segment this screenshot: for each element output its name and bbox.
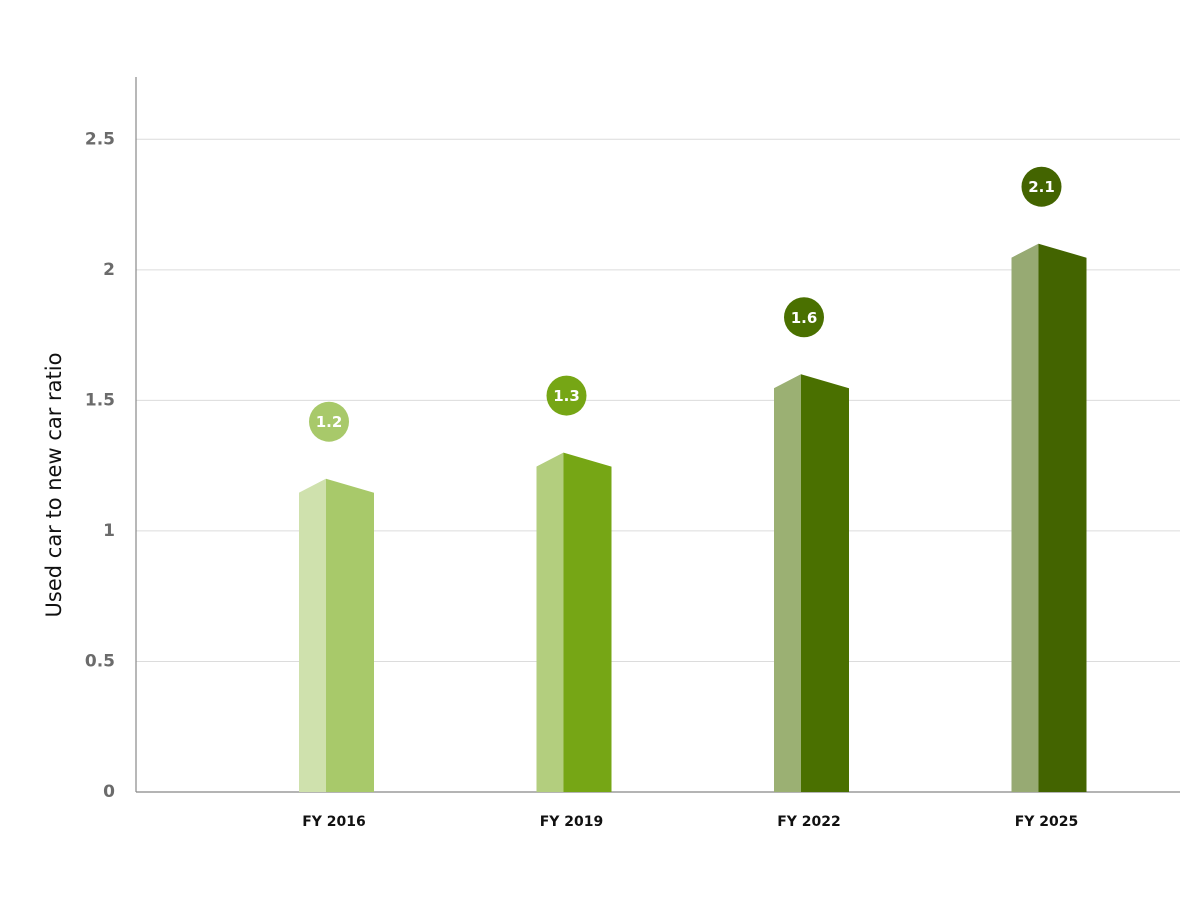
value-label: 1.6 (791, 309, 818, 327)
value-label: 1.3 (553, 387, 580, 405)
value-badge (1021, 166, 1062, 207)
bar-face (774, 374, 801, 792)
bar-face (563, 452, 612, 792)
bar (536, 452, 612, 792)
x-tick-label: FY 2016 (302, 814, 366, 830)
bar-face (299, 478, 326, 792)
x-tick-label: FY 2025 (1015, 814, 1079, 830)
y-tick-label: 2 (103, 260, 115, 280)
y-tick-label: 1.5 (85, 390, 115, 410)
bar (774, 374, 849, 792)
y-tick-label: 2.5 (85, 129, 115, 149)
x-tick-label: FY 2022 (777, 814, 841, 830)
bar-face (801, 374, 849, 792)
y-axis-label: Used car to new car ratio (42, 353, 66, 618)
value-badge (309, 401, 349, 442)
y-tick-label: 0.5 (85, 651, 115, 671)
bar-face (1011, 243, 1039, 792)
value-badge (784, 297, 824, 338)
x-tick-label: FY 2019 (540, 814, 604, 830)
bar (299, 478, 374, 792)
bar-face (326, 478, 374, 792)
y-tick-label: 1 (103, 521, 115, 541)
bar-face (1038, 243, 1087, 792)
y-tick-label: 0 (103, 782, 115, 802)
value-label: 1.2 (316, 413, 343, 431)
bar (1011, 243, 1087, 792)
value-label: 2.1 (1028, 178, 1055, 196)
bar-face (536, 452, 564, 792)
value-badge (546, 375, 587, 416)
bar-face (536, 452, 564, 792)
bar-face (1011, 243, 1039, 792)
bar-face (774, 374, 801, 792)
bar-face (299, 478, 326, 792)
